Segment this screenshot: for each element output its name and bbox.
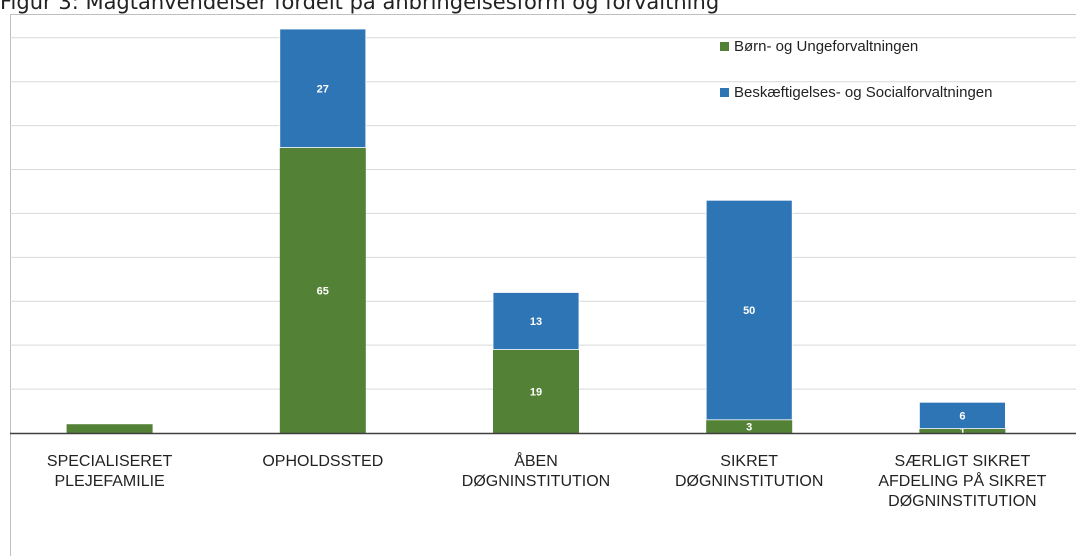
x-tick-label: OPHOLDSSTED <box>223 452 423 472</box>
x-tick-label-line: SÆRLIGT SIKRET <box>894 453 1031 470</box>
x-tick-label-line: AFDELING PÅ SIKRET <box>878 473 1047 490</box>
data-label: 50 <box>743 305 755 317</box>
bar-born-unge-3 <box>706 419 793 433</box>
data-label: 27 <box>317 83 329 95</box>
legend-swatch-green <box>720 42 729 51</box>
chart-frame <box>10 14 1076 556</box>
x-tick-label: SPECIALISERET PLEJEFAMILIE <box>10 452 210 492</box>
data-label: 3 <box>746 421 752 433</box>
x-tick-label-line: DØGNINSTITUTION <box>674 473 824 490</box>
bar-born-unge-4 <box>919 428 1006 433</box>
bar-born-unge-1 <box>279 147 366 433</box>
data-label: 1 <box>959 426 965 438</box>
data-label: 6 <box>959 410 965 422</box>
x-tick-label-line: ÅBEN <box>514 453 558 470</box>
data-label: 13 <box>530 316 542 328</box>
chart-title: Figur 3: Magtanvendelser fordelt på anbr… <box>0 0 720 14</box>
x-tick-label-line: DØGNINSTITUTION <box>461 473 611 490</box>
legend-label-beskaeftigelse: Beskæftigelses- og Socialforvaltningen <box>734 84 993 101</box>
bar-born-unge-0 <box>66 424 153 433</box>
x-tick-label-line: SIKRET <box>720 453 779 470</box>
x-tick-label-line: PLEJEFAMILIE <box>54 473 165 490</box>
legend-item-beskaeftigelse: Beskæftigelses- og Socialforvaltningen <box>720 84 992 101</box>
bar-beskaeftigelse-4 <box>919 401 1006 430</box>
x-tick-label: ÅBEN DØGNINSTITUTION <box>436 452 636 492</box>
legend-item-born-unge: Børn- og Ungeforvaltningen <box>720 38 918 55</box>
bar-beskaeftigelse-3 <box>705 199 793 421</box>
bar-beskaeftigelse-2 <box>492 292 580 350</box>
data-label: 65 <box>317 285 329 297</box>
bar-beskaeftigelse-1 <box>279 28 367 148</box>
data-label: 19 <box>530 386 542 398</box>
legend-label-born-unge: Børn- og Ungeforvaltningen <box>734 38 919 55</box>
x-tick-label: SÆRLIGT SIKRET AFDELING PÅ SIKRET DØGNINST… <box>862 452 1062 512</box>
legend-swatch-blue <box>720 88 729 97</box>
x-tick-label: SIKRET DØGNINSTITUTION <box>649 452 849 492</box>
bar-born-unge-2 <box>493 349 579 433</box>
x-tick-label-line: DØGNINSTITUTION <box>888 493 1037 510</box>
x-tick-label-line: OPHOLDSSTED <box>262 453 384 470</box>
x-tick-label-line: SPECIALISERET <box>46 453 173 470</box>
